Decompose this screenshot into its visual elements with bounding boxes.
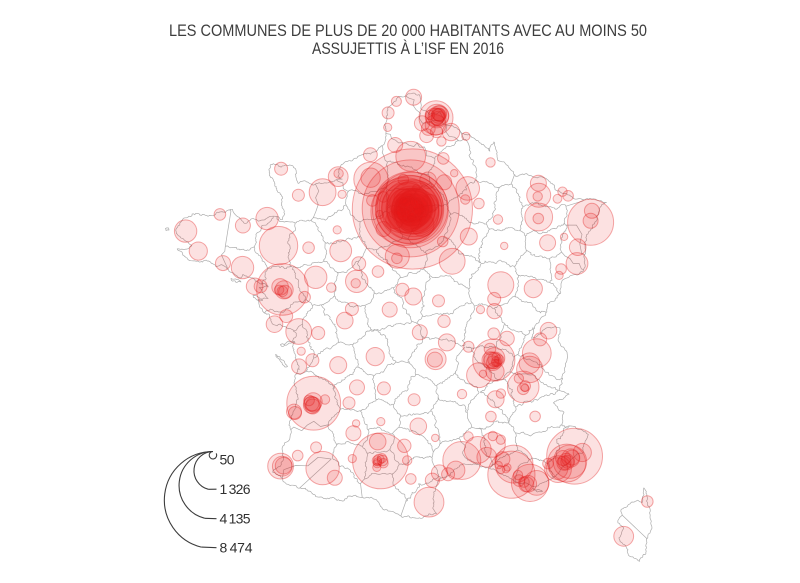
svg-text:50: 50 [220,452,235,468]
svg-text:1 326: 1 326 [220,481,251,497]
svg-text:8 474: 8 474 [220,540,253,556]
svg-text:LES COMMUNES DE PLUS DE 20 000: LES COMMUNES DE PLUS DE 20 000 HABITANTS… [169,21,647,40]
svg-text:ASSUJETTIS À L’ISF EN 2016: ASSUJETTIS À L’ISF EN 2016 [312,39,504,58]
svg-text:4 135: 4 135 [220,511,251,527]
